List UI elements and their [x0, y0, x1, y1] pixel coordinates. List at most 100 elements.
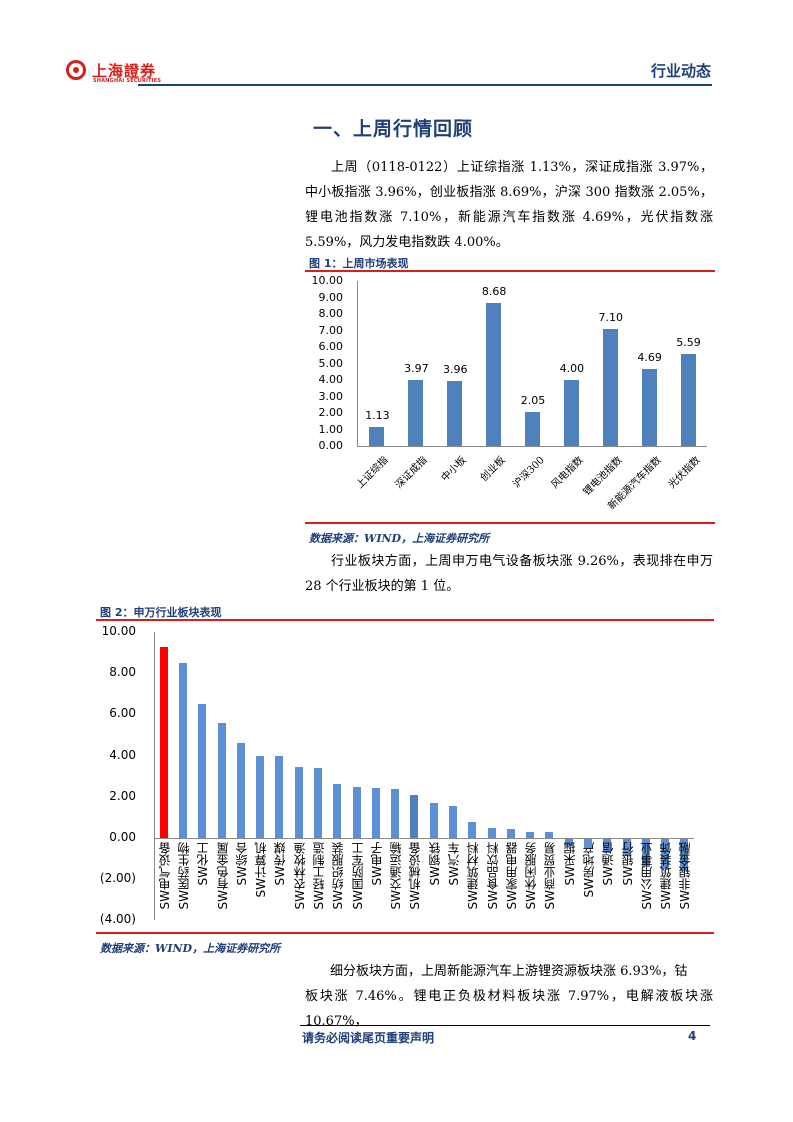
y-axis-tick: 0.00 [109, 830, 136, 844]
subsector-paragraph-line2: 板块涨 7.46%。锂电正负极材料板块涨 7.97%，电解液板块涨 10.67%… [305, 989, 713, 1029]
y-axis-tick: (4.00) [99, 912, 136, 927]
y-axis-tick: 10.00 [311, 274, 344, 287]
x-axis-category-label: 光伏指数 [666, 454, 703, 491]
disclaimer-notice: 请务必阅读尾页重要声明 [302, 1031, 435, 1045]
figure2-title: 图 2：申万行业板块表现 [100, 606, 222, 619]
x-axis-category-label: 沪深300 [511, 454, 547, 491]
bar [680, 838, 689, 871]
figure1-bottom-rule [305, 522, 715, 524]
highlighted-bar [159, 647, 168, 838]
x-axis-category-label: SW非银金融 [678, 842, 693, 910]
x-axis-category-label: SW电气设备 [157, 842, 172, 910]
bar [410, 794, 419, 838]
industry-paragraph: 行业板块方面，上周申万电气设备板块涨 9.26%，表现排在申万 28 个行业板块… [305, 554, 713, 594]
bar [583, 838, 592, 849]
bar [333, 784, 342, 838]
bar [369, 427, 385, 446]
y-axis-tick: 10.00 [101, 624, 136, 638]
x-axis-category-label: SW计算机 [254, 842, 269, 898]
market-performance-chart: 10.00 9.00 8.00 7.00 6.00 5.00 4.00 3.00 2.00 1.0… [305, 272, 715, 522]
x-axis-line [357, 446, 707, 447]
bar [602, 328, 618, 446]
x-axis-category-label: SW商业贸易 [543, 842, 558, 910]
figure1-title: 图 1：上周市场表现 [309, 257, 409, 270]
y-axis-tick: 6.00 [109, 706, 136, 721]
y-axis-line [154, 632, 155, 921]
report-type-tag: 行业动态 [650, 62, 711, 80]
logo-subtext: SHANGHAI SECURITIES [93, 78, 162, 84]
x-axis-line [154, 838, 694, 839]
bar [275, 756, 284, 838]
bar [525, 412, 540, 446]
x-axis-category-label: SW交通运输 [389, 842, 404, 910]
figure2-source: 数据来源：WIND，上海证券研究所 [100, 942, 281, 955]
x-axis-category-label: 中小板 [439, 454, 469, 484]
data-label: 3.97 [404, 362, 429, 376]
data-label: 2.05 [520, 394, 546, 408]
data-label: 1.13 [365, 409, 390, 423]
logo-text: 上海證券 [92, 62, 157, 80]
y-axis-tick: 5.00 [318, 356, 344, 370]
page-number: 4 [688, 1029, 697, 1043]
x-axis-category-label: SW农林牧渔 [292, 842, 307, 910]
bar [313, 767, 322, 838]
bar [217, 723, 226, 838]
x-axis-category-label: SW纺织服装 [331, 842, 346, 910]
x-axis-category-label: SW医药生物 [176, 842, 191, 910]
bar [447, 380, 463, 446]
x-axis-category-label: SW房地产 [581, 842, 596, 898]
bar [641, 838, 650, 867]
data-label: 5.59 [676, 335, 701, 349]
y-axis-line [357, 281, 358, 446]
bar [545, 831, 554, 838]
data-label: 8.68 [481, 284, 507, 298]
x-axis-category-label: SW建筑装饰 [659, 842, 674, 910]
bar [487, 827, 496, 838]
data-label: 4.00 [559, 362, 585, 375]
y-axis-tick: 3.00 [318, 389, 344, 403]
logo-mark-icon [66, 60, 86, 80]
x-axis-category-label: SW家用电器 [504, 842, 519, 910]
bar [352, 786, 361, 838]
bar [429, 802, 438, 838]
header-divider [138, 84, 712, 86]
x-axis-category-label: SW休闲服务 [524, 842, 539, 910]
x-axis-category-label: SW综合 [234, 842, 249, 886]
y-axis-tick: 9.00 [318, 290, 344, 304]
x-axis-category-label: SW传媒 [273, 842, 288, 886]
x-axis-category-label: SW国防军工 [350, 842, 365, 910]
y-axis-tick: 4.00 [109, 747, 136, 762]
bar [448, 805, 457, 838]
y-axis-tick: 8.00 [318, 307, 344, 320]
bar [680, 353, 696, 446]
x-axis-category-label: 创业板 [478, 454, 508, 484]
company-logo: 上海證券 SHANGHAI SECURITIES [64, 58, 164, 86]
x-axis-category-label: SW轻工制造 [311, 842, 326, 910]
x-axis-category-label: SW建筑材料 [466, 842, 481, 910]
y-axis-tick: 0.00 [318, 439, 344, 452]
y-axis-tick: 2.00 [318, 406, 344, 419]
sw-industry-performance-chart: 10.00 8.00 6.00 4.00 2.00 0.00 (2.00) (4.00) SW电… [96, 621, 714, 931]
x-axis-category-label: SW食品饮料 [485, 842, 500, 910]
bar [468, 821, 477, 838]
bar [622, 838, 631, 856]
x-axis-category-label: SW通信 [601, 842, 616, 886]
bar [408, 380, 424, 446]
bar [603, 838, 612, 854]
y-axis-tick: 6.00 [318, 340, 344, 353]
x-axis-category-label: SW公用事业 [639, 842, 654, 910]
x-axis-category-label: SW有色金属 [215, 842, 230, 910]
x-axis-category-label: SW采掘 [562, 842, 577, 886]
y-axis-tick: 1.00 [318, 422, 344, 436]
bar [486, 302, 502, 446]
x-axis-category-label: SW钢铁 [427, 842, 442, 886]
bar [178, 662, 187, 838]
figure1-source: 数据来源：WIND，上海证券研究所 [309, 532, 490, 545]
footer-divider [300, 1025, 710, 1026]
y-axis-tick: 8.00 [109, 665, 136, 680]
bar [526, 831, 535, 838]
y-axis-tick: 4.00 [318, 373, 344, 386]
subsector-paragraph-line1: 细分板块方面，上周新能源汽车上游锂资源板块涨 6.93%，钴 [330, 964, 688, 979]
figure1-top-rule [305, 270, 715, 272]
figure2-top-rule [96, 619, 714, 621]
